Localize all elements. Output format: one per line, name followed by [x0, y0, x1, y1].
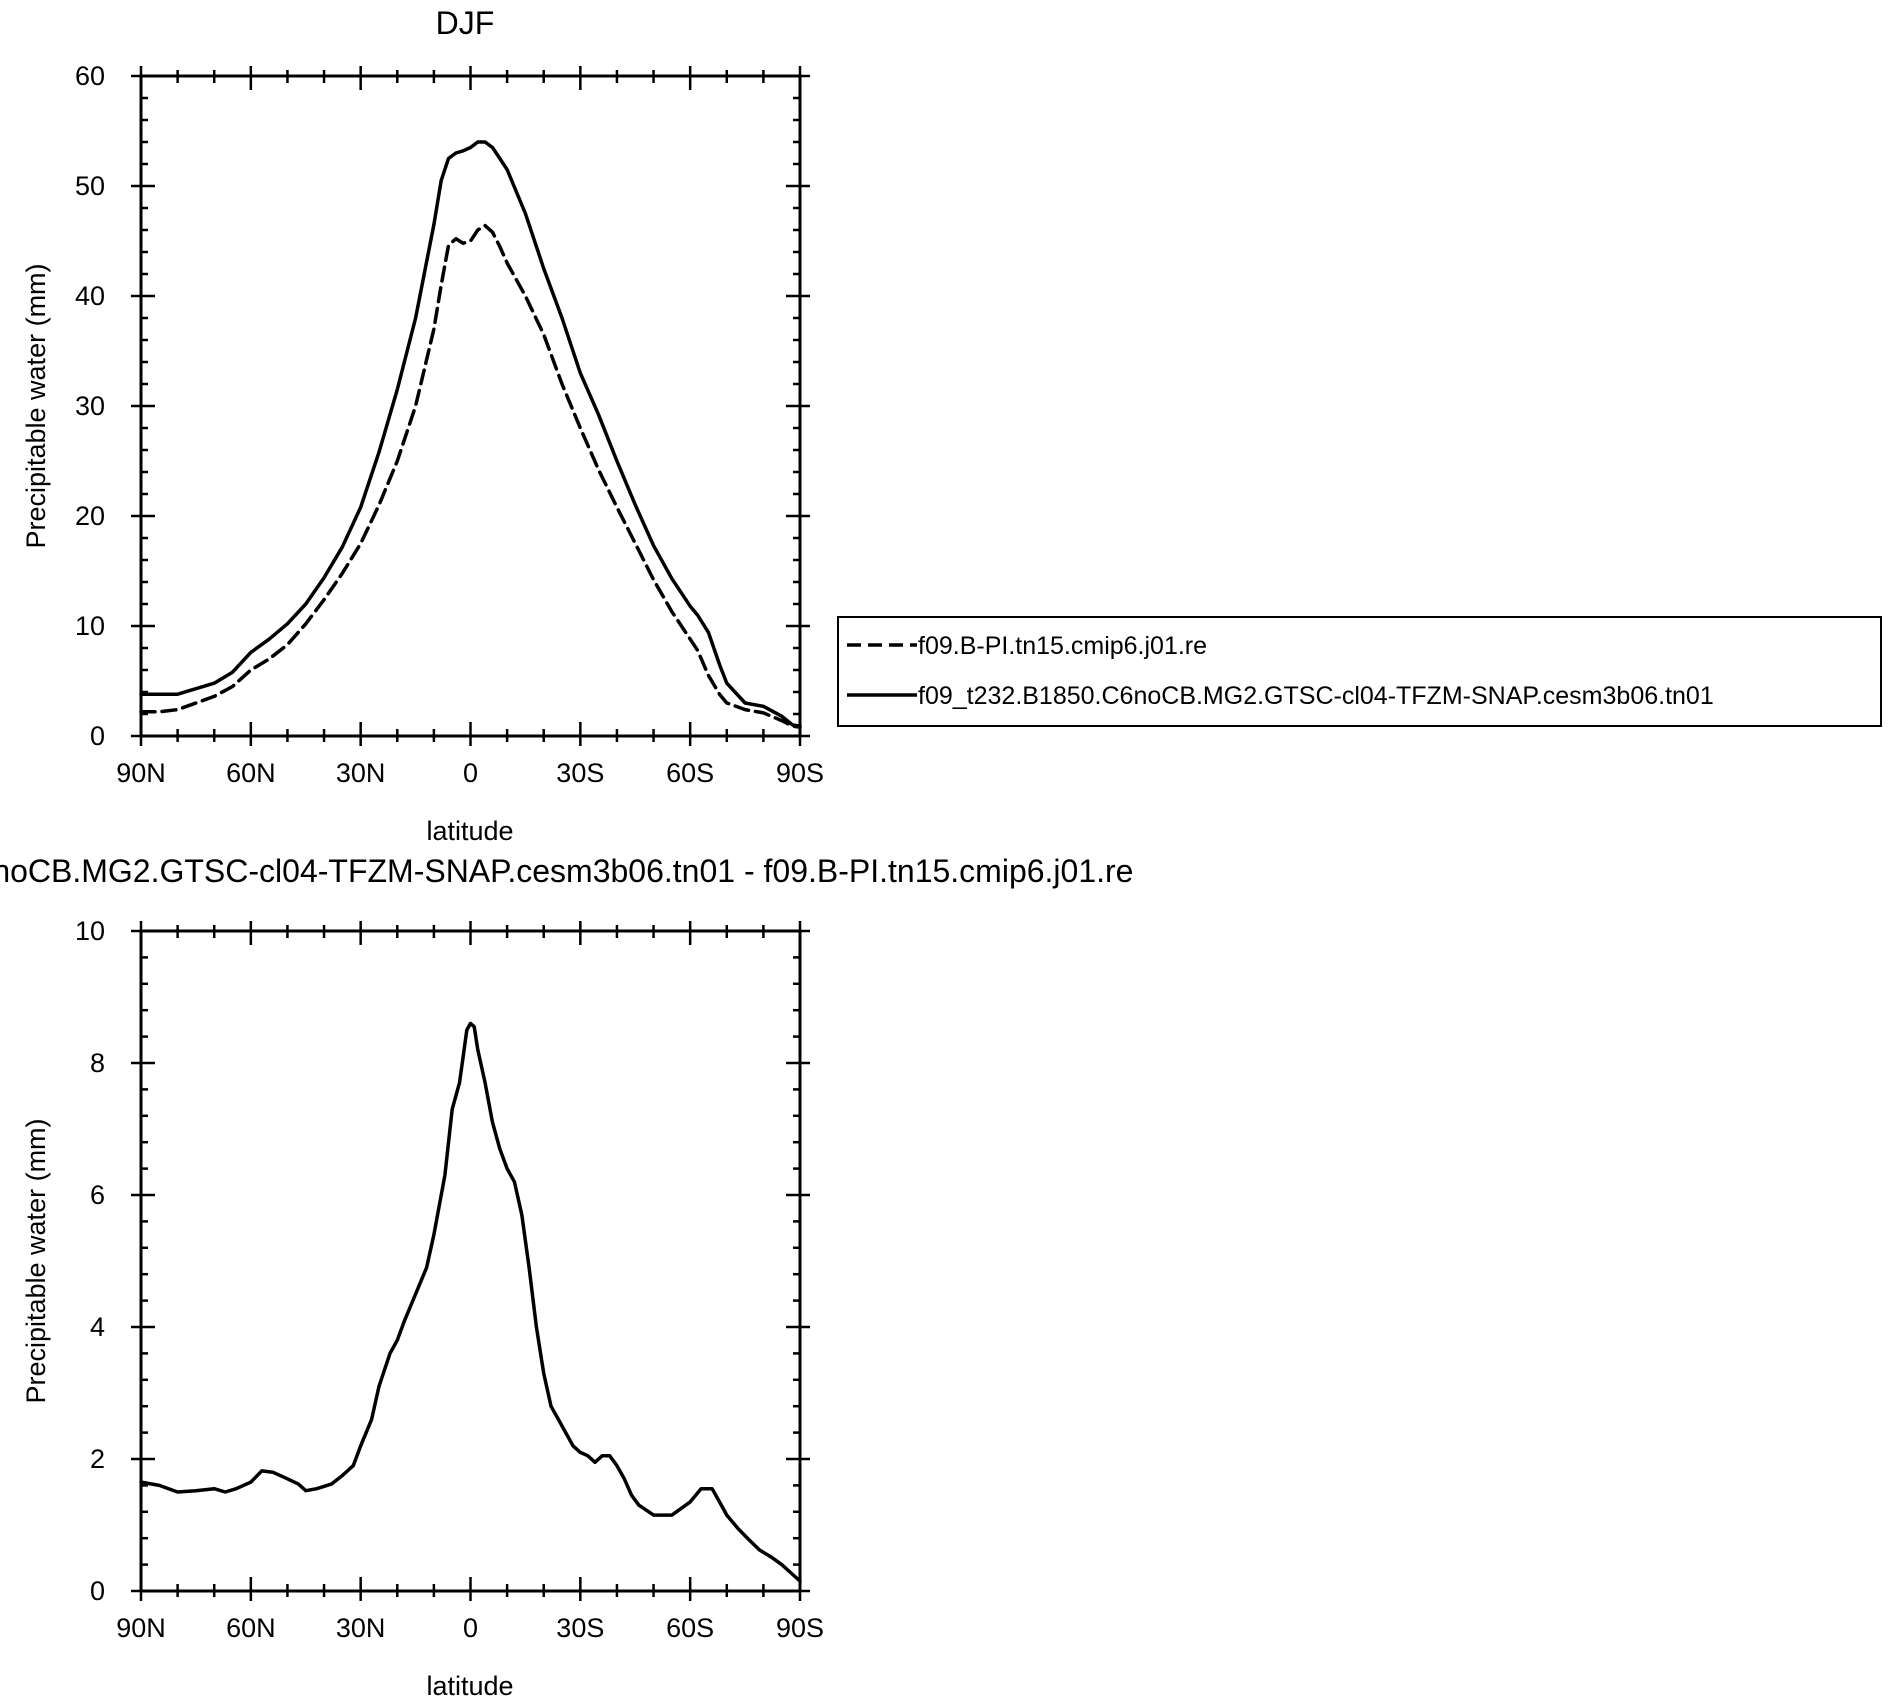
x-tick-label-90S: 90S [776, 1613, 824, 1643]
chart-bottom-series [139, 1021, 802, 1583]
chart-top-tick-labels: 90N 60N 30N 0 30S 60S 90S 0 10 20 30 40 50 60 [75, 61, 824, 788]
chart-bottom-ylabel: Precipitable water (mm) [21, 1118, 51, 1403]
chart-top-ticks [131, 66, 810, 746]
y-tick-label-4: 4 [90, 1312, 105, 1342]
y-tick-label-6: 6 [90, 1180, 105, 1210]
chart-top-title: DJF [436, 5, 495, 41]
chart-bottom-frame [139, 929, 802, 1593]
chart-bottom-tick-labels: 90N 60N 30N 0 30S 60S 90S 0 2 4 6 8 10 [75, 916, 824, 1643]
y-tick-label-8: 8 [90, 1048, 105, 1078]
y-tick-label-0: 0 [90, 721, 105, 751]
legend-entry-1: f09.B-PI.tn15.cmip6.j01.re [918, 632, 1207, 660]
x-tick-label-0: 0 [463, 1613, 478, 1643]
y-tick-label-50: 50 [75, 171, 105, 201]
x-tick-label-90N: 90N [116, 758, 166, 788]
x-tick-label-60N: 60N [226, 1613, 276, 1643]
chart-top-series [139, 140, 802, 729]
chart-top-ylabel: Precipitable water (mm) [21, 263, 51, 548]
x-tick-label-60S: 60S [666, 1613, 714, 1643]
chart-bottom-xlabel: latitude [426, 1671, 513, 1701]
x-tick-label-30S: 30S [556, 758, 604, 788]
y-tick-label-10: 10 [75, 611, 105, 641]
x-tick-label-0: 0 [463, 758, 478, 788]
y-tick-label-10: 10 [75, 916, 105, 946]
x-tick-label-30S: 30S [556, 1613, 604, 1643]
chart-bottom: f09_t232.B1850.C6noCB.MG2.GTSC-cl04-TFZM… [0, 853, 1133, 1701]
series-line-bottom-1 [139, 1021, 802, 1583]
x-tick-label-90S: 90S [776, 758, 824, 788]
chart-bottom-title: f09_t232.B1850.C6noCB.MG2.GTSC-cl04-TFZM… [0, 853, 1133, 889]
series-line-top-1 [139, 223, 802, 729]
x-tick-label-90N: 90N [116, 1613, 166, 1643]
y-tick-label-2: 2 [90, 1444, 105, 1474]
x-tick-label-60S: 60S [666, 758, 714, 788]
series-line-top-2 [139, 140, 802, 728]
chart-top-xlabel: latitude [426, 816, 513, 846]
y-tick-label-60: 60 [75, 61, 105, 91]
legend: f09.B-PI.tn15.cmip6.j01.re f09_t232.B185… [837, 616, 1882, 727]
x-tick-label-60N: 60N [226, 758, 276, 788]
y-tick-label-0: 0 [90, 1576, 105, 1606]
chart-top: DJF 90N 60N 30N 0 30S 60S 90S 0 10 20 30 40 50 60 lat… [21, 5, 824, 846]
legend-entry-2: f09_t232.B1850.C6noCB.MG2.GTSC-cl04-TFZM… [918, 682, 1714, 710]
y-tick-label-20: 20 [75, 501, 105, 531]
legend-box [837, 616, 1882, 727]
y-tick-label-40: 40 [75, 281, 105, 311]
x-tick-label-30N: 30N [336, 1613, 386, 1643]
chart-top-frame [139, 74, 802, 738]
x-tick-label-30N: 30N [336, 758, 386, 788]
y-tick-label-30: 30 [75, 391, 105, 421]
